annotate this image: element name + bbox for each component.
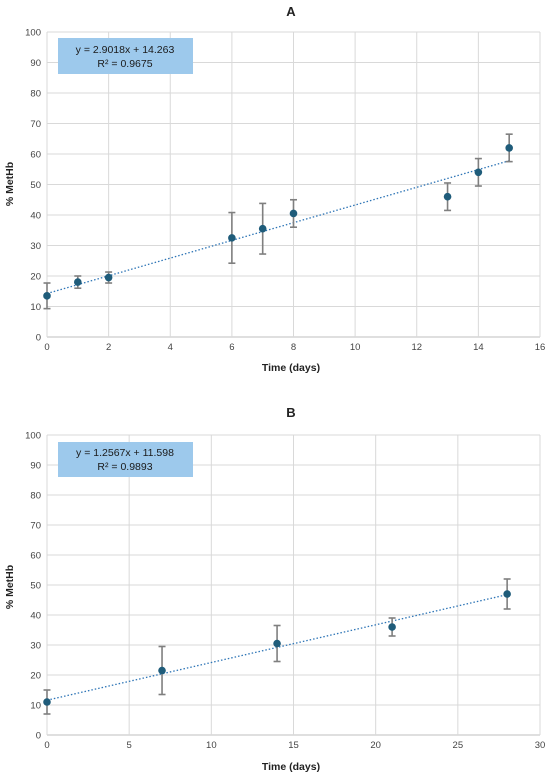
chart-a-y-tick-label: 20 [30, 272, 41, 283]
chart-a-y-tick-label: 30 [30, 241, 41, 252]
chart-b-trendline [46, 594, 508, 701]
chart-b-data-point [388, 623, 396, 631]
chart-a-x-tick-label: 8 [291, 342, 296, 353]
chart-b-y-tick-label: 10 [30, 701, 41, 712]
chart-a-trendline-layer [46, 160, 510, 295]
chart-b-x-tick-label: 30 [535, 740, 546, 751]
chart-b-y-tick-label: 50 [30, 581, 41, 592]
chart-a: A 0 2 4 6 8 10 12 14 16 0 10 20 30 40 50 60 70 80 90 100 y… [4, 4, 545, 374]
chart-b-x-tick-label: 5 [127, 740, 132, 751]
chart-b-x-axis-label: Time (days) [262, 761, 320, 773]
chart-a-y-tick-label: 100 [25, 28, 41, 39]
chart-b-y-tick-label: 100 [25, 431, 41, 442]
chart-a-data-point [258, 224, 267, 233]
chart-a-y-axis-label: % MetHb [4, 162, 16, 206]
chart-a-r-squared: R² = 0.9675 [97, 58, 152, 70]
chart-a-x-tick-label: 2 [106, 342, 111, 353]
chart-b-title: B [286, 405, 295, 420]
chart-a-x-tick-label: 10 [350, 342, 361, 353]
chart-a-y-tick-label: 0 [36, 333, 41, 344]
chart-b-equation-box: y = 1.2567x + 11.598 R² = 0.9893 [58, 442, 193, 477]
chart-b-y-axis-label: % MetHb [4, 565, 16, 609]
chart-a-data-point [43, 292, 51, 300]
chart-b-data-point [273, 639, 281, 648]
chart-b-r-squared: R² = 0.9893 [97, 461, 152, 473]
chart-a-y-tick-label: 50 [30, 180, 41, 191]
chart-a-title: A [286, 4, 296, 19]
chart-b-data-point [43, 698, 51, 706]
chart-a-y-tick-label: 10 [30, 302, 41, 313]
chart-a-x-axis-label: Time (days) [262, 362, 320, 374]
chart-b-y-tick-label: 70 [30, 521, 41, 532]
chart-a-data-point [505, 144, 513, 152]
chart-b-y-ticks: 0 10 20 30 40 50 60 70 80 90 100 [25, 431, 41, 742]
chart-a-data-point [289, 209, 298, 218]
chart-b-x-tick-label: 20 [370, 740, 381, 751]
chart-a-x-tick-label: 14 [473, 342, 484, 353]
chart-a-equation: y = 2.9018x + 14.263 [76, 44, 175, 56]
chart-b-data-point [503, 590, 511, 598]
chart-a-x-tick-label: 12 [411, 342, 422, 353]
chart-b-y-tick-label: 90 [30, 461, 41, 472]
chart-a-data-point [443, 192, 452, 201]
chart-b-y-tick-label: 80 [30, 491, 41, 502]
chart-b-data-point [158, 666, 166, 675]
chart-b-y-tick-label: 40 [30, 611, 41, 622]
chart-a-y-tick-label: 90 [30, 58, 41, 69]
chart-b: B 0 5 10 15 20 25 30 0 10 20 30 40 50 60 70 80 90 100 y … [4, 405, 545, 773]
chart-b-x-tick-label: 15 [288, 740, 299, 751]
chart-b-x-tick-label: 25 [453, 740, 464, 751]
chart-a-y-tick-label: 40 [30, 211, 41, 222]
chart-b-equation: y = 1.2567x + 11.598 [76, 447, 174, 459]
chart-a-data-point [74, 278, 82, 286]
chart-b-y-tick-label: 20 [30, 671, 41, 682]
chart-a-x-ticks: 0 2 4 6 8 10 12 14 16 [44, 342, 545, 353]
chart-a-equation-box: y = 2.9018x + 14.263 R² = 0.9675 [58, 38, 193, 74]
chart-a-grid [46, 31, 541, 338]
chart-a-trendline [46, 160, 510, 295]
chart-b-points [43, 590, 511, 706]
chart-a-x-tick-label: 4 [168, 342, 173, 353]
chart-b-x-tick-label: 0 [44, 740, 49, 751]
chart-a-y-tick-label: 80 [30, 89, 41, 100]
chart-a-y-ticks: 0 10 20 30 40 50 60 70 80 90 100 [25, 28, 41, 344]
chart-a-data-point [104, 273, 113, 282]
chart-a-y-tick-label: 70 [30, 119, 41, 130]
chart-b-grid [46, 434, 541, 736]
chart-a-data-point [474, 168, 483, 177]
chart-a-x-tick-label: 6 [229, 342, 234, 353]
chart-b-x-ticks: 0 5 10 15 20 25 30 [44, 740, 545, 751]
chart-b-y-tick-label: 0 [36, 731, 41, 742]
chart-a-x-tick-label: 16 [535, 342, 546, 353]
chart-b-trendline-layer [46, 594, 508, 701]
chart-a-error-bars [43, 133, 513, 310]
chart-a-points [43, 144, 513, 300]
chart-b-x-tick-label: 10 [206, 740, 217, 751]
chart-a-data-point [228, 234, 236, 242]
chart-b-y-tick-label: 60 [30, 551, 41, 562]
chart-a-x-tick-label: 0 [44, 342, 49, 353]
chart-b-y-tick-label: 30 [30, 641, 41, 652]
chart-a-y-tick-label: 60 [30, 150, 41, 161]
